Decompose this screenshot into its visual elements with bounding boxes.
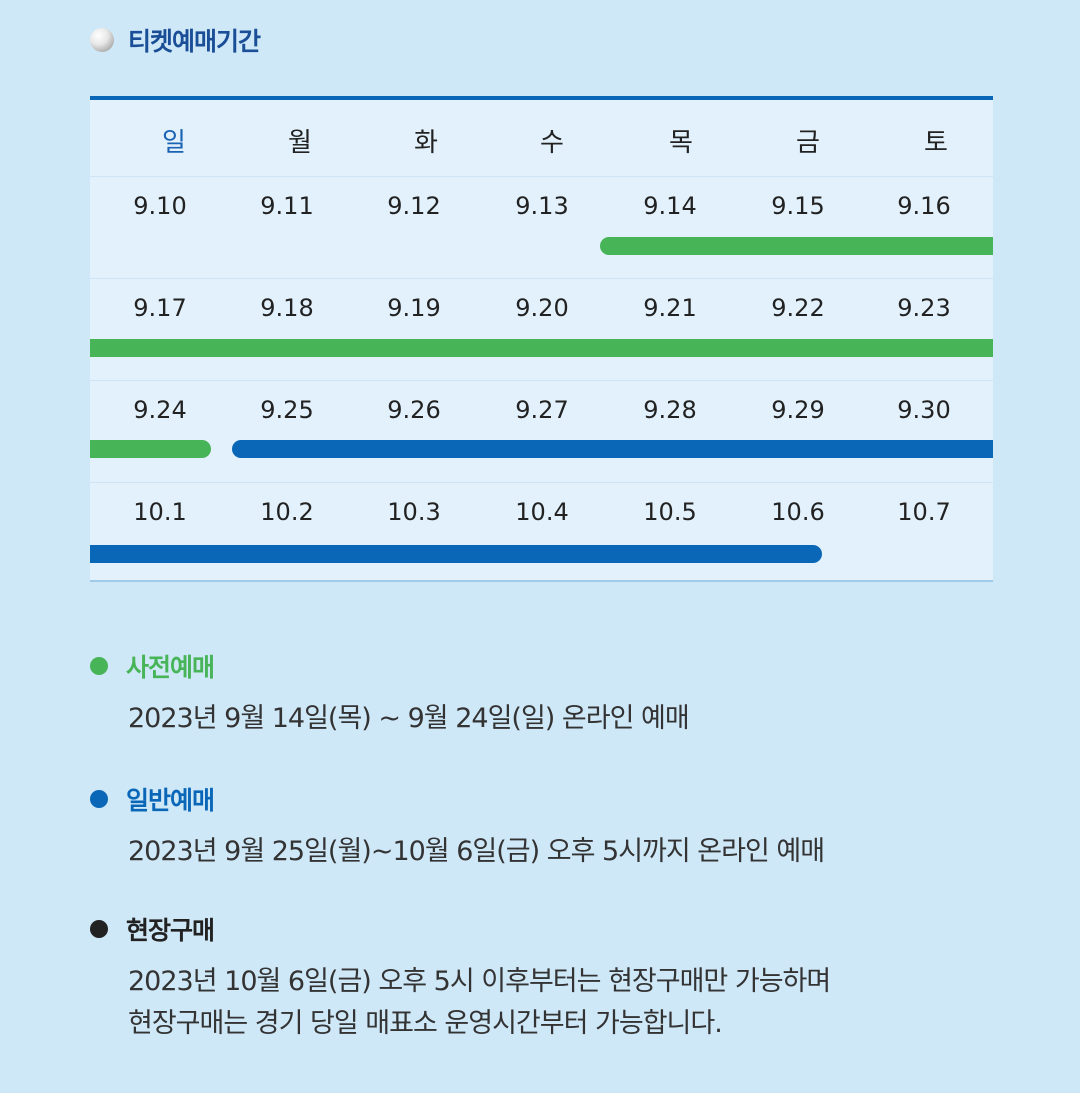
presale-description: 2023년 9월 14일(목) ~ 9월 24일(일) 온라인 예매 xyxy=(128,703,690,734)
page-title: 티켓예매기간 xyxy=(128,27,261,56)
presale-title: 사전예매 xyxy=(126,653,215,682)
date-cell: 9.20 xyxy=(515,294,569,322)
date-cell: 9.10 xyxy=(133,192,187,220)
date-cell: 9.29 xyxy=(771,396,825,424)
weekday-sun: 일 xyxy=(162,128,186,158)
weekday-wed: 수 xyxy=(540,128,564,158)
onsite-line-2: 현장구매는 경기 당일 매표소 운영시간부터 가능합니다. xyxy=(128,1008,723,1039)
week-row-3: 9.24 9.25 9.26 9.27 9.28 9.29 9.30 xyxy=(90,380,993,483)
week-row-2: 9.17 9.18 9.19 9.20 9.21 9.22 9.23 xyxy=(90,278,993,381)
black-dot-icon xyxy=(90,920,108,938)
date-cell: 9.22 xyxy=(771,294,825,322)
date-cell: 9.26 xyxy=(387,396,441,424)
date-cell: 9.23 xyxy=(897,294,951,322)
onsite-line-1: 2023년 10월 6일(금) 오후 5시 이후부터는 현장구매만 가능하며 xyxy=(128,966,831,997)
ticket-calendar: 일 월 화 수 목 금 토 9.10 9.11 9.12 9.13 9.14 9… xyxy=(90,96,993,582)
presale-period-bar xyxy=(90,339,993,357)
weekday-tue: 화 xyxy=(414,128,438,158)
date-cell: 9.30 xyxy=(897,396,951,424)
date-cell: 9.25 xyxy=(260,396,314,424)
general-sale-title: 일반예매 xyxy=(126,786,215,815)
date-cell: 9.16 xyxy=(897,192,951,220)
date-cell: 9.19 xyxy=(387,294,441,322)
general-sale-period-bar xyxy=(232,440,993,458)
blue-dot-icon xyxy=(90,790,108,808)
general-sale-period-bar xyxy=(90,545,822,563)
date-cell: 10.3 xyxy=(387,498,441,526)
date-cell: 9.28 xyxy=(643,396,697,424)
weekday-sat: 토 xyxy=(924,128,948,158)
date-cell: 9.15 xyxy=(771,192,825,220)
green-dot-icon xyxy=(90,657,108,675)
date-cell: 10.4 xyxy=(515,498,569,526)
general-sale-section: 일반예매 2023년 9월 25일(월)~10월 6일(금) 오후 5시까지 온… xyxy=(90,781,825,873)
date-cell: 9.27 xyxy=(515,396,569,424)
weekday-thu: 목 xyxy=(669,128,693,158)
weekday-fri: 금 xyxy=(796,128,820,158)
week-row-4: 10.1 10.2 10.3 10.4 10.5 10.6 10.7 xyxy=(90,482,993,580)
date-cell: 9.24 xyxy=(133,396,187,424)
date-cell: 9.18 xyxy=(260,294,314,322)
date-cell: 10.5 xyxy=(643,498,697,526)
general-sale-description: 2023년 9월 25일(월)~10월 6일(금) 오후 5시까지 온라인 예매 xyxy=(128,836,825,867)
presale-period-bar xyxy=(600,237,993,255)
date-cell: 9.11 xyxy=(260,192,314,220)
date-cell: 10.7 xyxy=(897,498,951,526)
presale-section: 사전예매 2023년 9월 14일(목) ~ 9월 24일(일) 온라인 예매 xyxy=(90,648,690,740)
weekday-header-row: 일 월 화 수 목 금 토 xyxy=(90,100,993,177)
date-cell: 10.2 xyxy=(260,498,314,526)
onsite-purchase-section: 현장구매 2023년 10월 6일(금) 오후 5시 이후부터는 현장구매만 가… xyxy=(90,911,831,1045)
date-cell: 10.1 xyxy=(133,498,187,526)
onsite-purchase-title: 현장구매 xyxy=(126,916,215,945)
presale-period-bar xyxy=(90,440,211,458)
date-cell: 10.6 xyxy=(771,498,825,526)
baseball-icon xyxy=(90,28,114,52)
week-row-1: 9.10 9.11 9.12 9.13 9.14 9.15 9.16 xyxy=(90,176,993,279)
section-header: 티켓예매기간 xyxy=(90,22,261,58)
date-cell: 9.14 xyxy=(643,192,697,220)
onsite-purchase-description: 2023년 10월 6일(금) 오후 5시 이후부터는 현장구매만 가능하며 현… xyxy=(128,961,831,1045)
date-cell: 9.13 xyxy=(515,192,569,220)
date-cell: 9.12 xyxy=(387,192,441,220)
date-cell: 9.21 xyxy=(643,294,697,322)
date-cell: 9.17 xyxy=(133,294,187,322)
weekday-mon: 월 xyxy=(288,128,312,158)
